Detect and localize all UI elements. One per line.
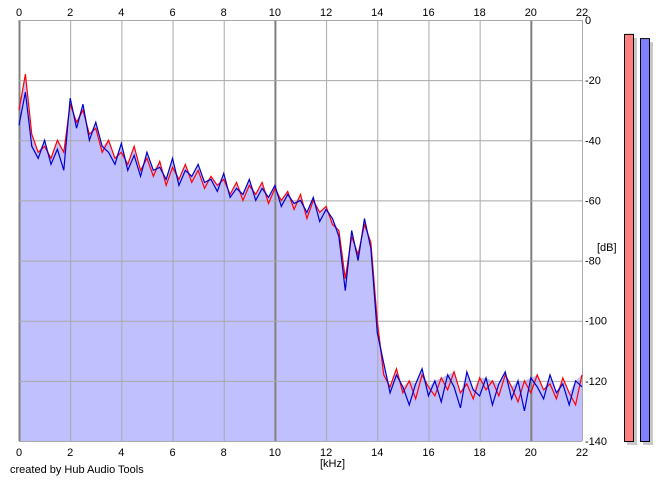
y-tick-label: -40	[585, 135, 601, 147]
x-tick-label-top: 0	[16, 7, 22, 19]
x-tick-label-bottom: 16	[422, 447, 434, 459]
y-tick-label: -140	[585, 436, 607, 448]
x-tick-label-bottom: 12	[320, 447, 332, 459]
x-tick-label-bottom: 4	[118, 447, 124, 459]
y-tick-label: -80	[585, 256, 601, 268]
x-tick-label-top: 8	[221, 7, 227, 19]
x-tick-label-top: 4	[118, 7, 124, 19]
y-axis-label: [dB]	[597, 242, 617, 254]
x-tick-label-top: 6	[169, 7, 175, 19]
x-tick-label-bottom: 20	[525, 447, 537, 459]
y-tick-label: -20	[585, 75, 601, 87]
series-line-right	[18, 92, 583, 412]
level-meter-left	[624, 33, 634, 442]
x-tick-label-top: 14	[371, 7, 383, 19]
x-tick-label-bottom: 0	[16, 447, 22, 459]
x-axis-label: [kHz]	[320, 458, 346, 470]
x-tick-label-bottom: 18	[474, 447, 486, 459]
y-tick-label: 0	[585, 15, 591, 27]
spectrum-fill	[19, 74, 582, 441]
x-tick-label-bottom: 8	[221, 447, 227, 459]
y-tick-label: -100	[585, 316, 607, 328]
x-tick-label-bottom: 2	[67, 447, 73, 459]
x-tick-label-top: 16	[422, 7, 434, 19]
x-tick-label-bottom: 10	[269, 447, 281, 459]
x-tick-label-top: 2	[67, 7, 73, 19]
x-tick-label-top: 22	[576, 7, 588, 19]
level-meter-right	[640, 38, 650, 443]
x-tick-label-top: 20	[525, 7, 537, 19]
x-tick-label-top: 18	[474, 7, 486, 19]
x-tick-label-bottom: 14	[371, 447, 383, 459]
x-tick-label-bottom: 6	[169, 447, 175, 459]
x-tick-label-top: 10	[269, 7, 281, 19]
y-tick-label: -60	[585, 195, 601, 207]
credit-text: created by Hub Audio Tools	[10, 464, 144, 476]
y-tick-label: -120	[585, 376, 607, 388]
x-tick-label-bottom: 22	[576, 447, 588, 459]
x-tick-label-top: 12	[320, 7, 332, 19]
